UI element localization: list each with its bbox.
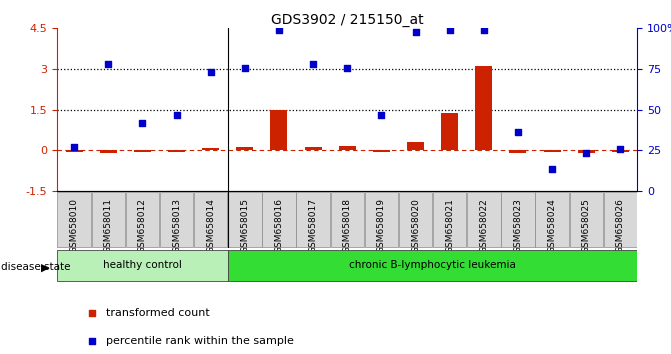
Bar <box>100 150 117 153</box>
FancyBboxPatch shape <box>57 250 227 281</box>
Point <box>205 69 216 75</box>
Text: GSM658019: GSM658019 <box>377 198 386 253</box>
Point <box>308 61 319 67</box>
Text: GSM658011: GSM658011 <box>104 198 113 253</box>
Title: GDS3902 / 215150_at: GDS3902 / 215150_at <box>271 13 423 27</box>
Bar <box>66 150 83 152</box>
Bar <box>373 150 390 152</box>
FancyBboxPatch shape <box>125 192 159 247</box>
Text: GSM658015: GSM658015 <box>240 198 250 253</box>
Point <box>376 112 386 118</box>
FancyBboxPatch shape <box>364 192 398 247</box>
Text: GSM658017: GSM658017 <box>309 198 317 253</box>
Text: GSM658018: GSM658018 <box>343 198 352 253</box>
Text: ▶: ▶ <box>40 262 49 272</box>
FancyBboxPatch shape <box>58 192 91 247</box>
Bar <box>168 150 185 152</box>
Text: disease state: disease state <box>1 262 71 272</box>
FancyBboxPatch shape <box>297 192 330 247</box>
Bar <box>441 113 458 150</box>
Text: GSM658025: GSM658025 <box>582 198 590 253</box>
Point <box>68 144 79 150</box>
Text: GSM658016: GSM658016 <box>274 198 283 253</box>
Text: GSM658022: GSM658022 <box>479 198 488 253</box>
Text: transformed count: transformed count <box>107 308 210 318</box>
Text: GSM658012: GSM658012 <box>138 198 147 253</box>
Point <box>478 27 489 33</box>
Text: healthy control: healthy control <box>103 261 182 270</box>
Point <box>137 120 148 126</box>
Point <box>171 112 182 118</box>
Bar <box>305 147 321 150</box>
Bar <box>339 145 356 150</box>
Text: GSM658020: GSM658020 <box>411 198 420 253</box>
Bar <box>407 142 424 150</box>
Text: chronic B-lymphocytic leukemia: chronic B-lymphocytic leukemia <box>349 261 516 270</box>
Point <box>240 65 250 70</box>
FancyBboxPatch shape <box>91 192 125 247</box>
Point <box>274 27 285 33</box>
FancyBboxPatch shape <box>535 192 569 247</box>
FancyBboxPatch shape <box>433 192 466 247</box>
Text: GSM658024: GSM658024 <box>548 198 557 253</box>
Bar <box>544 150 561 152</box>
FancyBboxPatch shape <box>262 192 296 247</box>
FancyBboxPatch shape <box>467 192 501 247</box>
Point <box>581 150 592 156</box>
Bar <box>509 150 527 153</box>
Text: GSM658023: GSM658023 <box>513 198 523 253</box>
FancyBboxPatch shape <box>501 192 535 247</box>
Bar <box>236 147 254 150</box>
FancyBboxPatch shape <box>160 192 193 247</box>
Point <box>103 61 113 67</box>
Text: GSM658013: GSM658013 <box>172 198 181 253</box>
Point <box>547 166 558 172</box>
Point <box>615 146 626 152</box>
Bar <box>578 150 595 153</box>
FancyBboxPatch shape <box>604 192 637 247</box>
FancyBboxPatch shape <box>194 192 227 247</box>
Point <box>410 29 421 35</box>
Text: percentile rank within the sample: percentile rank within the sample <box>107 336 295 346</box>
FancyBboxPatch shape <box>331 192 364 247</box>
Text: GSM658010: GSM658010 <box>70 198 79 253</box>
Point <box>513 129 523 135</box>
Bar <box>134 150 151 152</box>
Bar <box>270 110 287 150</box>
Text: GSM658021: GSM658021 <box>445 198 454 253</box>
FancyBboxPatch shape <box>228 192 262 247</box>
Bar <box>475 66 493 150</box>
Bar <box>612 150 629 152</box>
FancyBboxPatch shape <box>227 250 637 281</box>
Point <box>658 204 669 209</box>
Point <box>342 65 353 70</box>
FancyBboxPatch shape <box>399 192 432 247</box>
Bar <box>202 148 219 150</box>
Point <box>444 27 455 33</box>
Text: GSM658026: GSM658026 <box>616 198 625 253</box>
FancyBboxPatch shape <box>570 192 603 247</box>
Text: GSM658014: GSM658014 <box>206 198 215 253</box>
